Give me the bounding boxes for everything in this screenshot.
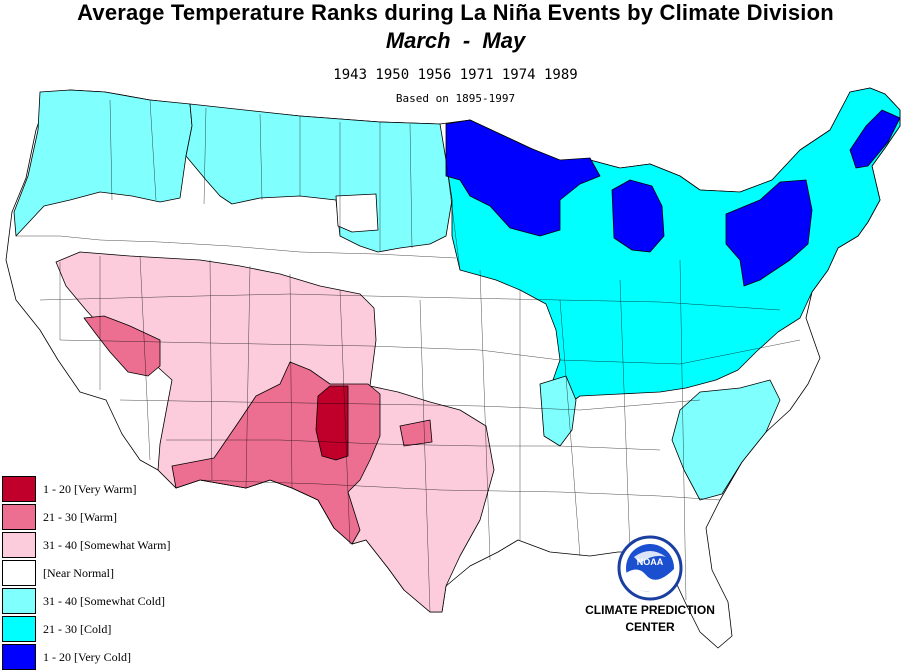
- agency-name-line1: CLIMATE PREDICTION: [585, 603, 715, 617]
- legend-swatch-very-cold: [2, 644, 36, 670]
- legend-label-somewhat-warm: 31 - 40 [Somewhat Warm]: [43, 538, 171, 552]
- legend-label-somewhat-cold: 31 - 40 [Somewhat Cold]: [43, 594, 165, 608]
- legend-swatch-very-warm: [2, 476, 36, 502]
- noaa-logo-text: NOAA: [637, 557, 664, 567]
- region-very-warm-new-mexico: [315, 385, 349, 461]
- region-pacific-northwest: [13, 89, 193, 237]
- event-years: 1943 1950 1956 1971 1974 1989: [333, 67, 578, 83]
- agency-name-line2: CENTER: [625, 620, 675, 634]
- map-title: Average Temperature Ranks during La Niña…: [77, 0, 834, 25]
- map-subtitle: March - May: [385, 28, 526, 53]
- legend-label-very-cold: 1 - 20 [Very Cold]: [43, 650, 131, 664]
- noaa-logo-icon: NOAA: [617, 535, 683, 601]
- legend-item-very-warm: 1 - 20 [Very Warm]: [0, 476, 230, 504]
- legend-item-near-normal: [Near Normal]: [0, 560, 230, 588]
- region-warm-nevada: [83, 315, 161, 377]
- legend-swatch-warm: [2, 504, 36, 530]
- legend-label-cold: 21 - 30 [Cold]: [43, 622, 112, 636]
- legend-swatch-somewhat-warm: [2, 532, 36, 558]
- region-very-cold-maine: [849, 109, 901, 169]
- legend-item-cold: 21 - 30 [Cold]: [0, 616, 230, 644]
- region-very-cold-michigan: [611, 179, 665, 253]
- baseline-period: Based on 1895-1997: [395, 92, 516, 105]
- region-very-cold-wi-mn: [445, 119, 601, 237]
- legend-swatch-near-normal: [2, 560, 36, 586]
- legend-swatch-cold: [2, 616, 36, 642]
- region-very-cold-ny: [725, 179, 813, 287]
- legend-label-very-warm: 1 - 20 [Very Warm]: [43, 482, 137, 496]
- region-carolinas-cold: [671, 379, 781, 501]
- legend-label-near-normal: [Near Normal]: [43, 566, 114, 580]
- legend-item-very-cold: 1 - 20 [Very Cold]: [0, 644, 230, 672]
- legend-item-warm: 21 - 30 [Warm]: [0, 504, 230, 532]
- legend-label-warm: 21 - 30 [Warm]: [43, 510, 118, 524]
- region-ne-plains-near-normal: [335, 193, 379, 233]
- legend-swatch-somewhat-cold: [2, 588, 36, 614]
- region-northern-plains: [185, 103, 453, 253]
- legend-item-somewhat-cold: 31 - 40 [Somewhat Cold]: [0, 588, 230, 616]
- legend-item-somewhat-warm: 31 - 40 [Somewhat Warm]: [0, 532, 230, 560]
